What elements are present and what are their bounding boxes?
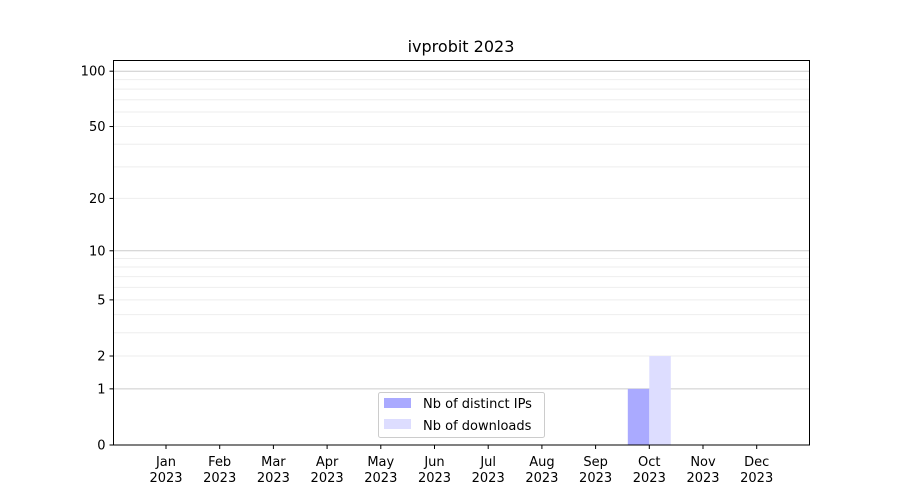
x-tick-label-month: Mar <box>261 455 286 470</box>
x-tick-label-month: Aug <box>529 455 554 470</box>
x-tick-label-month: Nov <box>690 455 716 470</box>
x-axis: Jan2023Feb2023Mar2023Apr2023May2023Jun20… <box>149 445 773 486</box>
x-tick-label-month: Oct <box>638 455 660 470</box>
chart-title: ivprobit 2023 <box>408 37 515 56</box>
x-tick-label-year: 2023 <box>579 471 612 486</box>
legend-box <box>378 392 545 438</box>
legend-swatch-downloads <box>384 419 411 429</box>
y-tick-label: 2 <box>97 350 105 365</box>
x-tick-label-month: Dec <box>744 455 769 470</box>
x-tick-label-month: May <box>367 455 394 470</box>
x-tick-label-year: 2023 <box>418 471 451 486</box>
legend-label-downloads: Nb of downloads <box>423 419 532 434</box>
bar-distinct-ips <box>627 388 650 445</box>
x-tick-label-year: 2023 <box>633 471 666 486</box>
legend: Nb of distinct IPs Nb of downloads <box>378 392 545 438</box>
y-tick-label: 100 <box>81 65 106 80</box>
y-axis: 0 1 2 5 10 20 50 100 <box>81 65 114 454</box>
grid <box>113 70 810 390</box>
y-tick-label: 5 <box>97 293 105 308</box>
y-tick-label: 20 <box>89 192 106 207</box>
x-tick-label-month: Feb <box>208 455 231 470</box>
bar-downloads <box>649 356 671 445</box>
x-tick-label-year: 2023 <box>740 471 773 486</box>
legend-swatch-ips <box>384 398 411 408</box>
x-tick-label-year: 2023 <box>525 471 558 486</box>
plot-frame <box>113 60 810 446</box>
x-tick-label-month: Sep <box>583 455 608 470</box>
y-tick-label: 10 <box>89 244 106 259</box>
x-tick-label-month: Jul <box>479 455 496 470</box>
y-tick-label: 50 <box>89 120 106 135</box>
x-tick-label-year: 2023 <box>311 471 344 486</box>
x-tick-label-month: Apr <box>316 455 339 470</box>
x-tick-label-year: 2023 <box>364 471 397 486</box>
x-tick-label-year: 2023 <box>149 471 182 486</box>
x-tick-label-year: 2023 <box>686 471 719 486</box>
x-tick-label-year: 2023 <box>257 471 290 486</box>
x-tick-label-year: 2023 <box>203 471 236 486</box>
y-tick-label: 0 <box>97 439 105 454</box>
x-tick-label-year: 2023 <box>472 471 505 486</box>
legend-label-ips: Nb of distinct IPs <box>423 397 532 412</box>
y-tick-label: 1 <box>97 382 105 397</box>
bars <box>627 356 671 445</box>
x-tick-label-month: Jun <box>423 455 444 470</box>
x-tick-label-month: Jan <box>155 455 176 470</box>
